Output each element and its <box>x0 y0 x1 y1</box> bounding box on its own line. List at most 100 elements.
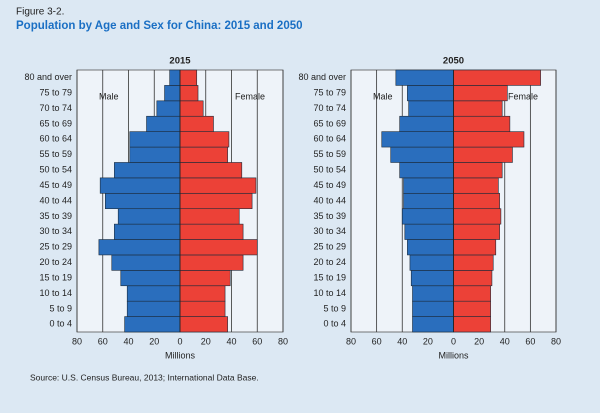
y-tick-label: 0 to 4 <box>323 319 346 329</box>
bar <box>156 100 181 117</box>
legend-label: Male <box>373 91 393 101</box>
bar <box>179 285 226 302</box>
bar <box>453 254 494 271</box>
y-tick-label: 35 to 39 <box>313 211 346 221</box>
y-tick-label: 25 to 29 <box>313 242 346 252</box>
y-tick-label: 35 to 39 <box>39 211 72 221</box>
y-tick-label: 40 to 44 <box>313 195 346 205</box>
bar <box>453 131 525 148</box>
bar <box>146 115 181 132</box>
y-tick-label: 50 to 54 <box>39 165 72 175</box>
figure-label: Figure 3-2. <box>16 7 64 18</box>
bar <box>453 85 508 102</box>
y-tick-label: 60 to 64 <box>313 134 346 144</box>
bar <box>395 69 454 86</box>
x-tick-label: 20 <box>423 336 433 346</box>
bar <box>410 270 454 287</box>
y-tick-label: 5 to 9 <box>49 303 72 313</box>
bar <box>412 285 454 302</box>
bar <box>412 316 454 333</box>
bar <box>129 146 181 163</box>
bar <box>164 85 181 102</box>
bar <box>407 85 454 102</box>
y-tick-label: 20 to 24 <box>39 257 72 267</box>
bar <box>169 69 181 86</box>
bar <box>403 177 454 194</box>
bar <box>453 162 503 179</box>
bar <box>179 69 198 86</box>
y-tick-label: 65 to 69 <box>39 118 72 128</box>
x-tick-label: 40 <box>397 336 407 346</box>
bar <box>179 100 204 117</box>
bar <box>412 300 454 317</box>
y-tick-label: 20 to 24 <box>313 257 346 267</box>
legend-label: Male <box>99 91 119 101</box>
y-tick-label: 70 to 74 <box>39 103 72 113</box>
y-tick-label: 45 to 49 <box>39 180 72 190</box>
bar <box>401 208 454 225</box>
bar <box>453 223 500 240</box>
bar <box>179 115 214 132</box>
bar <box>124 316 181 333</box>
figure-title: Population by Age and Sex for China: 201… <box>16 20 303 32</box>
y-tick-label: 10 to 14 <box>313 288 346 298</box>
x-tick-label: 60 <box>525 336 535 346</box>
x-tick-label: 40 <box>226 336 236 346</box>
x-tick-label: 20 <box>474 336 484 346</box>
bar <box>381 131 454 148</box>
x-tick-label: 40 <box>123 336 133 346</box>
bar <box>453 239 497 256</box>
y-tick-label: 80 and over <box>298 72 346 82</box>
chart-title: 2015 <box>169 56 191 67</box>
chart-title: 2050 <box>443 56 464 67</box>
bar <box>453 300 491 317</box>
bar <box>453 69 541 86</box>
y-tick-label: 45 to 49 <box>313 180 346 190</box>
bar <box>114 223 181 240</box>
y-tick-label: 80 and over <box>24 72 72 82</box>
x-tick-label: 0 <box>177 336 182 346</box>
x-tick-label: 80 <box>278 336 288 346</box>
y-tick-label: 40 to 44 <box>39 195 72 205</box>
bar <box>179 208 240 225</box>
source: Source: U.S. Census Bureau, 2013; Intern… <box>30 372 259 382</box>
y-tick-label: 65 to 69 <box>313 118 346 128</box>
x-tick-label: 20 <box>201 336 211 346</box>
bar <box>399 115 454 132</box>
bar <box>111 254 181 271</box>
x-tick-label: 20 <box>149 336 159 346</box>
bar <box>98 239 181 256</box>
bar <box>453 100 503 117</box>
bar <box>404 223 454 240</box>
bar <box>453 208 502 225</box>
bar <box>179 192 253 210</box>
x-tick-label: 60 <box>98 336 108 346</box>
y-tick-label: 75 to 79 <box>39 87 72 97</box>
bar <box>99 177 181 194</box>
bar <box>453 192 500 210</box>
x-axis-label: Millions <box>438 350 469 360</box>
bar <box>409 254 454 271</box>
bar <box>453 285 491 302</box>
bar <box>179 162 243 179</box>
y-tick-label: 55 to 59 <box>313 149 346 159</box>
x-tick-label: 80 <box>551 336 561 346</box>
bar <box>179 270 231 287</box>
x-tick-label: 60 <box>372 336 382 346</box>
bar <box>408 100 454 117</box>
legend-label: Female <box>508 91 538 101</box>
bar <box>179 316 228 333</box>
y-tick-label: 5 to 9 <box>323 303 346 313</box>
x-tick-label: 0 <box>451 336 456 346</box>
bar <box>179 254 244 271</box>
bar <box>117 208 181 225</box>
bar <box>453 177 499 194</box>
x-tick-label: 40 <box>500 336 510 346</box>
bar <box>129 131 181 148</box>
y-tick-label: 55 to 59 <box>39 149 72 159</box>
y-tick-label: 60 to 64 <box>39 134 72 144</box>
x-tick-label: 60 <box>252 336 262 346</box>
legend-label: Female <box>235 91 265 101</box>
bar <box>453 316 491 333</box>
